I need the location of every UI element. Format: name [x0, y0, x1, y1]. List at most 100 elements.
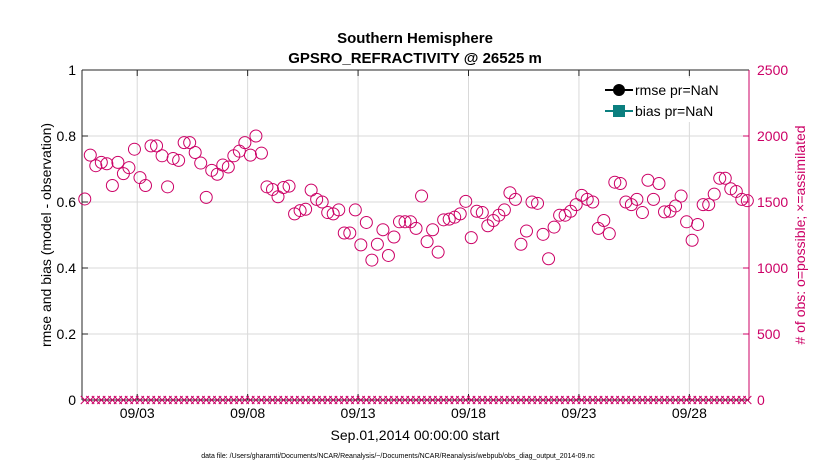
possible-obs-point	[354, 238, 368, 252]
right-y-tick-label: 2000	[757, 128, 788, 144]
possible-obs-point	[376, 223, 390, 237]
right-y-tick-label: 1000	[757, 260, 788, 276]
possible-obs-point	[105, 179, 119, 192]
right-y-tick-label: 0	[757, 392, 765, 408]
possible-obs-point	[299, 202, 313, 216]
left-y-tick-label: 0.4	[57, 260, 77, 276]
possible-obs-point	[497, 203, 511, 217]
possible-obs-point	[172, 153, 186, 167]
right-y-tick-label: 1500	[757, 194, 788, 210]
possible-obs-point	[459, 194, 473, 208]
possible-obs-point	[718, 171, 732, 185]
left-y-tick-label: 0.6	[57, 194, 77, 210]
left-y-tick-label: 0	[68, 392, 76, 408]
legend: rmse pr=NaN bias pr=NaN	[601, 78, 745, 122]
possible-obs-point	[635, 206, 649, 220]
x-axis-label: Sep.01,2014 00:00:00 start	[331, 427, 500, 443]
possible-obs-point	[597, 213, 611, 227]
possible-obs-point	[332, 203, 346, 217]
possible-obs-point	[630, 192, 644, 206]
possible-obs-point	[166, 151, 180, 165]
possible-obs-point	[387, 230, 401, 244]
possible-obs-point	[608, 175, 622, 189]
legend-bias-label: bias pr=NaN	[635, 103, 713, 119]
possible-obs-point	[398, 215, 412, 229]
possible-obs-point	[94, 155, 108, 169]
possible-obs-point	[685, 233, 699, 247]
possible-obs-point	[431, 245, 445, 259]
possible-obs-point	[78, 192, 92, 206]
possible-obs-point	[161, 180, 175, 194]
x-tick-label: 09/08	[230, 405, 265, 421]
left-y-tick-labels: 0 0.2 0.4 0.6 0.8 1	[57, 62, 77, 408]
possible-obs-point	[348, 203, 362, 217]
assimilated-obs-point	[742, 395, 752, 405]
possible-obs-point	[707, 187, 721, 201]
possible-obs-point	[646, 192, 660, 206]
possible-obs-point	[199, 190, 213, 204]
possible-obs-point	[420, 235, 434, 249]
possible-obs-point	[536, 227, 550, 241]
left-y-tick-label: 1	[68, 62, 76, 78]
left-y-axis-label: rmse and bias (model - observation)	[38, 123, 54, 347]
possible-obs-point	[658, 205, 672, 219]
possible-obs-point	[531, 196, 545, 210]
possible-obs-point	[713, 171, 727, 185]
possible-obs-point	[127, 142, 141, 156]
possible-obs-point	[542, 252, 556, 266]
possible-obs-point	[547, 220, 561, 234]
series-assimilated-observations	[80, 395, 752, 405]
possible-obs-point	[525, 195, 539, 209]
legend-bias-marker	[613, 105, 625, 117]
possible-obs-point	[144, 139, 158, 153]
right-y-tick-label: 2500	[757, 62, 788, 78]
right-y-axis-label: # of obs: o=possible; ×=assimilated	[792, 125, 808, 344]
possible-obs-point	[194, 156, 208, 170]
possible-obs-point	[337, 226, 351, 240]
left-y-tick-label: 0.8	[57, 128, 77, 144]
possible-obs-point	[470, 204, 484, 218]
possible-obs-point	[691, 217, 705, 231]
possible-obs-point	[111, 155, 125, 169]
possible-obs-point	[370, 237, 384, 251]
possible-obs-point	[150, 139, 164, 153]
x-tick-label: 09/23	[561, 405, 596, 421]
possible-obs-point	[613, 177, 627, 191]
x-tick-label: 09/03	[120, 405, 155, 421]
series-possible-observations	[78, 129, 754, 267]
possible-obs-point	[508, 192, 522, 206]
possible-obs-point	[702, 198, 716, 212]
possible-obs-point	[83, 148, 97, 162]
possible-obs-point	[381, 248, 395, 262]
possible-obs-point	[475, 206, 489, 220]
possible-obs-point	[343, 226, 357, 240]
possible-obs-point	[674, 189, 688, 203]
possible-obs-point	[359, 215, 373, 229]
possible-obs-point	[602, 227, 616, 241]
possible-obs-point	[282, 179, 296, 193]
legend-rmse-label: rmse pr=NaN	[635, 82, 719, 98]
possible-obs-point	[740, 194, 754, 208]
possible-obs-point	[221, 160, 235, 174]
possible-obs-point	[669, 199, 683, 213]
possible-obs-point	[293, 204, 307, 218]
possible-obs-point	[514, 237, 528, 251]
possible-obs-point	[216, 158, 230, 172]
possible-obs-point	[586, 195, 600, 209]
possible-obs-point	[652, 177, 666, 191]
data-file-footnote: data file: /Users/gharamti/Documents/NCA…	[201, 453, 595, 460]
x-tick-label: 09/13	[341, 405, 376, 421]
possible-obs-point	[277, 180, 291, 194]
possible-obs-point	[243, 148, 257, 162]
x-tick-label: 09/18	[451, 405, 486, 421]
possible-obs-point	[177, 136, 191, 150]
possible-obs-point	[453, 207, 467, 221]
possible-obs-point	[122, 161, 136, 175]
chart-title: Southern Hemisphere	[337, 30, 493, 47]
possible-obs-point	[315, 195, 329, 209]
possible-obs-point	[442, 212, 456, 226]
plot-area	[82, 70, 749, 400]
possible-obs-point	[138, 179, 152, 192]
legend-rmse-marker	[613, 84, 625, 96]
possible-obs-point	[519, 224, 533, 238]
